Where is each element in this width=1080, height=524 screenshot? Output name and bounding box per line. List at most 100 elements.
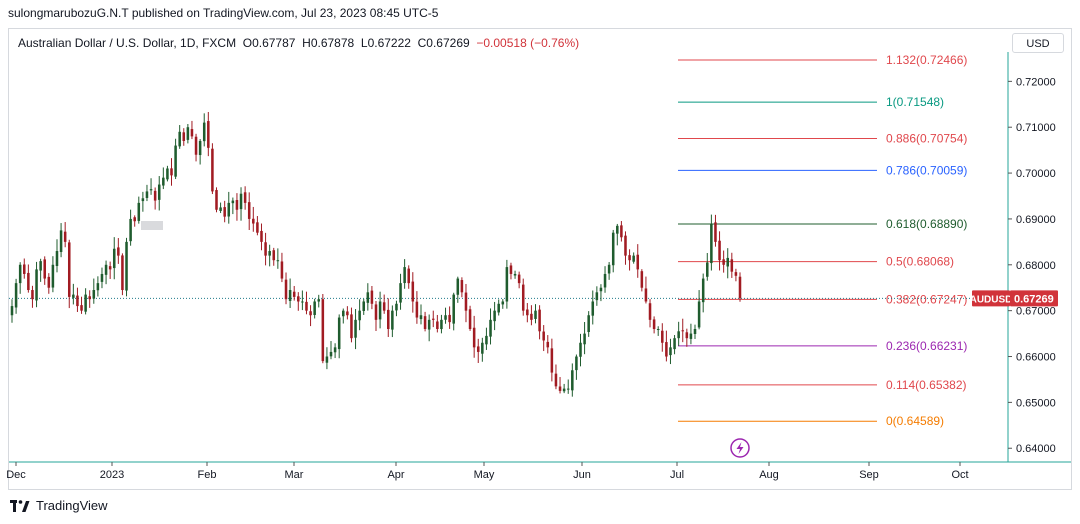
candle-body [354,319,357,338]
candle-body [616,225,619,234]
candle-body [141,198,145,202]
candle-body [121,255,124,291]
candle-body [419,315,423,320]
x-tick-label: Sep [859,469,879,481]
tradingview-footer[interactable]: TradingView [10,498,108,513]
candle-body [542,331,545,341]
candle-body [644,288,648,302]
low-label: L [360,36,368,50]
candle-body [472,327,476,348]
candle-body [96,283,100,291]
candle-body [706,262,709,277]
footer-brand: TradingView [36,498,108,513]
candle-body [174,145,177,177]
candle-body [562,388,566,392]
symbol-legend: Australian Dollar / U.S. Dollar, 1D, FXC… [18,36,579,50]
candle-body [305,301,308,311]
candle-body [452,294,455,324]
candle-body [546,341,550,348]
candle-body [362,301,365,311]
lightning-icon-glyph [736,442,744,454]
candle-body [513,273,517,276]
chart-marker-box [141,221,163,230]
candle-body [313,301,316,315]
candle-body [137,202,141,221]
candle-body [190,129,194,137]
candle-body [162,177,165,186]
candle-body [399,283,402,303]
candle-body [374,304,378,320]
candle-body [92,290,96,299]
candle-body [23,264,26,274]
candle-body [80,305,83,311]
candle-body [624,235,627,256]
candle-body [272,250,276,261]
candle-body [27,272,30,291]
candle-body [648,303,652,320]
fib-level-label: 0.5(0.68068) [886,255,954,269]
currency-button[interactable]: USD [1012,33,1064,53]
candle-body [517,274,521,284]
candle-body [382,302,386,311]
candle-body [575,356,578,371]
candle-body [554,373,558,387]
candle-body [444,315,447,320]
fib-level-label: 1(0.71548) [886,95,944,109]
candle-body [288,290,292,301]
candle-body [346,311,349,316]
candle-body [501,301,505,305]
last-price-label: 0.67269 [1014,293,1054,305]
x-tick-label: Aug [759,469,779,481]
candle-body [628,255,631,261]
candle-body [636,254,640,270]
x-tick-label: Oct [951,469,968,481]
candle-body [198,140,202,156]
symbol-name[interactable]: Australian Dollar / U.S. Dollar, 1D, FXC… [18,36,237,50]
candle-body [611,232,615,266]
candle-body [448,314,451,323]
candle-body [35,269,38,301]
candle-body [689,333,693,339]
candle-body [117,247,120,256]
close-label: C [417,36,427,50]
candle-body [125,241,128,291]
candle-body [583,333,586,345]
candle-body [505,267,509,302]
candle-body [47,276,51,288]
fib-level-label: 0.236(0.66231) [886,339,967,353]
candle-body [59,230,63,253]
candle-body [391,310,394,330]
candle-body [436,321,439,330]
candle-body [607,264,611,274]
candle-body [693,329,697,334]
lightning-icon[interactable] [730,438,750,458]
candle-body [640,271,644,288]
candle-body [476,346,480,352]
candle-body [685,332,689,339]
candle-body [256,222,259,233]
candle-body [10,306,14,316]
candle-body [227,202,231,217]
x-tick-label: Apr [387,469,404,481]
fib-level-label: 0.114(0.65382) [886,378,967,392]
candle-body [701,278,705,303]
change-value: −0.00518 (−0.76%) [476,36,580,50]
candle-body [342,310,345,317]
candle-body [84,294,87,312]
candle-body [603,273,607,288]
candle-body [67,242,71,297]
candle-body [591,301,595,316]
candle-body [497,303,500,313]
candle-body [403,267,406,284]
candle-body [100,273,104,282]
candle-body [247,202,251,219]
candle-body [284,279,288,300]
candle-body [235,199,239,210]
candle-body [243,192,247,203]
candle-body [149,189,153,191]
candle-body [260,230,263,242]
x-tick-label: May [474,469,495,481]
high-label: H [302,36,311,50]
candle-body [133,217,136,222]
